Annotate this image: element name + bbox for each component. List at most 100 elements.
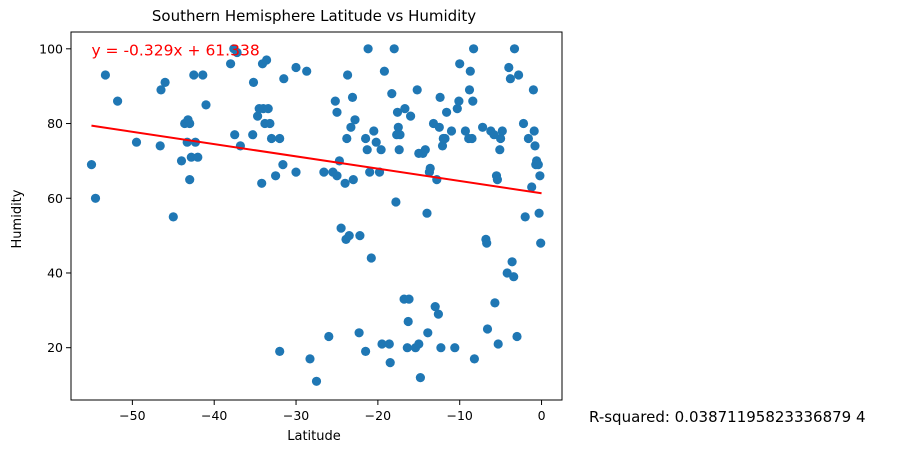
- data-point: [464, 85, 475, 95]
- data-point: [332, 171, 342, 181]
- data-point: [291, 62, 301, 73]
- data-point: [262, 55, 272, 65]
- data-point: [433, 309, 443, 319]
- data-point: [257, 178, 267, 188]
- data-point: [497, 126, 507, 136]
- data-point: [507, 257, 517, 267]
- data-point: [490, 298, 500, 308]
- x-tick-label: −50: [119, 408, 145, 423]
- data-point: [186, 152, 196, 162]
- data-point: [430, 302, 440, 312]
- data-point: [496, 133, 506, 144]
- x-axis-label: Latitude: [287, 429, 341, 444]
- data-point: [324, 331, 334, 342]
- data-point: [275, 346, 285, 356]
- data-point: [412, 85, 422, 95]
- data-point: [460, 126, 470, 136]
- data-point: [131, 137, 142, 147]
- data-point: [469, 354, 479, 364]
- regression-equation: y = -0.329x + 61.338: [91, 42, 259, 60]
- data-point: [452, 104, 462, 114]
- data-point: [355, 231, 365, 241]
- x-tick-label: −30: [283, 408, 309, 423]
- data-point: [529, 126, 539, 136]
- data-point: [437, 141, 448, 151]
- data-point: [414, 339, 424, 349]
- data-point: [404, 294, 414, 304]
- data-point: [514, 70, 524, 80]
- x-axis-ticks: −50 −40 −30 −20 −10 0: [119, 400, 546, 423]
- y-axis-ticks: 20 40 60 80 100: [39, 41, 71, 355]
- data-point: [518, 118, 529, 129]
- data-point: [344, 231, 354, 241]
- data-point: [176, 156, 187, 166]
- data-point: [369, 126, 379, 136]
- data-point: [465, 66, 475, 76]
- x-tick-label: −10: [447, 408, 473, 423]
- data-point: [482, 238, 492, 248]
- data-point: [185, 175, 195, 185]
- x-tick-label: 0: [538, 408, 546, 423]
- data-point: [469, 44, 479, 54]
- data-point: [527, 182, 537, 192]
- data-point: [100, 70, 110, 80]
- data-point: [504, 62, 514, 73]
- data-point: [346, 122, 356, 132]
- data-point: [442, 107, 452, 117]
- data-point: [395, 130, 405, 140]
- data-point: [362, 145, 372, 155]
- data-point: [302, 66, 312, 76]
- data-point: [423, 328, 433, 338]
- data-point: [393, 122, 403, 132]
- regression-line: [91, 124, 542, 195]
- data-point: [332, 107, 342, 117]
- data-point: [336, 223, 346, 233]
- data-point: [155, 141, 165, 151]
- data-point: [415, 373, 425, 383]
- data-point: [425, 163, 435, 173]
- data-point: [535, 171, 545, 181]
- data-point: [371, 137, 381, 147]
- data-point: [363, 44, 373, 54]
- data-point: [311, 376, 322, 386]
- data-point: [248, 77, 259, 87]
- data-point: [279, 74, 289, 84]
- y-tick-label: 40: [47, 265, 63, 280]
- data-point: [468, 96, 478, 106]
- data-point: [436, 343, 446, 353]
- data-point: [342, 133, 352, 144]
- data-point: [319, 167, 329, 177]
- data-point: [189, 70, 199, 80]
- data-point: [185, 118, 195, 129]
- data-point: [361, 133, 371, 144]
- data-point: [534, 208, 544, 218]
- data-point: [160, 77, 170, 87]
- r-squared-label: R-squared: 0.03871195823336879 4: [589, 408, 866, 426]
- data-point: [86, 160, 97, 170]
- data-point: [402, 343, 412, 353]
- data-point: [389, 44, 399, 54]
- data-point: [422, 208, 432, 218]
- data-point: [193, 152, 203, 162]
- data-point: [90, 193, 101, 203]
- data-point: [440, 133, 450, 144]
- data-point: [379, 66, 389, 76]
- data-point: [343, 70, 353, 80]
- data-point: [495, 145, 505, 155]
- y-tick-label: 80: [47, 116, 63, 131]
- data-point: [113, 96, 123, 106]
- plot-frame: [70, 31, 563, 401]
- data-point: [248, 130, 258, 140]
- data-point: [275, 133, 285, 144]
- data-point: [387, 89, 397, 99]
- data-point: [493, 339, 503, 349]
- data-point: [478, 122, 488, 132]
- data-point: [450, 343, 460, 353]
- x-tick-label: −20: [365, 408, 391, 423]
- data-point: [482, 324, 493, 334]
- data-point: [265, 118, 275, 129]
- data-point: [392, 107, 403, 117]
- data-point: [201, 100, 211, 110]
- data-point: [454, 96, 464, 106]
